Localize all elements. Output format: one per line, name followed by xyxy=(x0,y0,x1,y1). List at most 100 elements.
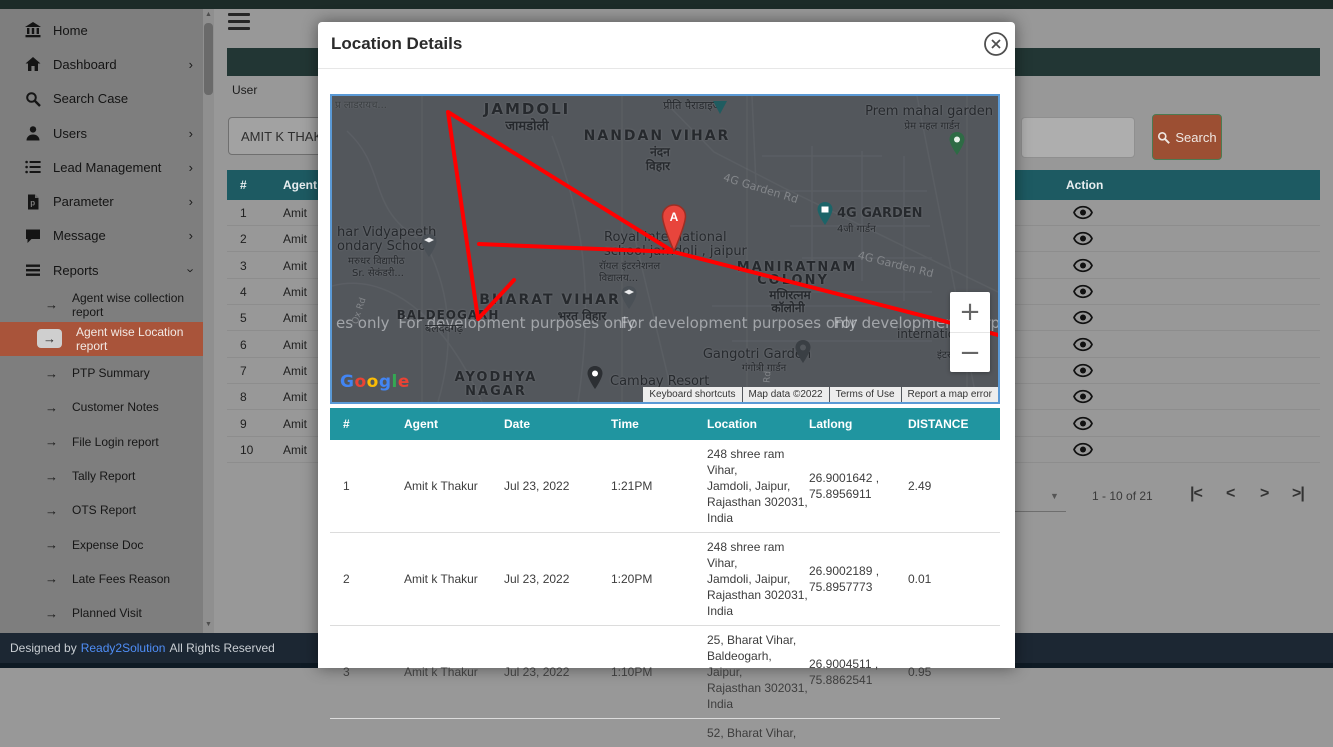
sidebar-item-tally-report[interactable]: → Tally Report xyxy=(0,459,203,493)
sidebar-item-users[interactable]: Users › xyxy=(0,116,203,150)
map-label-prem-mahal-garden: Prem mahal garden xyxy=(865,104,993,119)
arrow-right-icon: → xyxy=(45,399,58,415)
view-location-icon[interactable] xyxy=(1073,389,1093,404)
view-location-icon[interactable] xyxy=(1073,363,1093,378)
sidebar-sublabel: Agent wise Location report xyxy=(76,324,184,353)
location-row: 1 Amit k Thakur Jul 23, 2022 1:21PM 248 … xyxy=(330,440,1000,533)
sidebar-item-reports[interactable]: Reports › xyxy=(0,253,203,287)
map-label-royal-school: Royal international xyxy=(604,230,727,245)
row-agent: Amit xyxy=(283,417,307,431)
zoom-out-button[interactable]: − xyxy=(950,332,990,372)
view-location-icon[interactable] xyxy=(1073,442,1093,457)
arrow-right-icon: → xyxy=(45,502,58,518)
filter-input[interactable] xyxy=(1021,117,1135,158)
sidebar-item-parameter[interactable]: p Parameter › xyxy=(0,184,203,218)
map-label: जामडोली xyxy=(505,119,549,134)
chevron-right-icon: › xyxy=(188,194,193,210)
marker-a-icon[interactable]: A xyxy=(659,204,689,252)
col-action: Action xyxy=(1066,178,1104,192)
sidebar-item-agent-wise-location-report[interactable]: → Agent wise Location report xyxy=(0,321,203,356)
last-page-button[interactable]: >| xyxy=(1292,485,1305,502)
search-button[interactable]: Search xyxy=(1152,114,1222,160)
map-label-vidyapeeth: har Vidyapeeth xyxy=(337,225,437,240)
location-row: 52, Bharat Vihar, xyxy=(330,719,1000,747)
view-location-icon[interactable] xyxy=(1073,416,1093,431)
search-button-label: Search xyxy=(1175,129,1217,145)
arrow-right-icon: → xyxy=(37,329,62,349)
user-field-label: User xyxy=(232,83,258,97)
map-label: रॉयल इंटरनेशनल xyxy=(599,261,661,272)
close-icon[interactable] xyxy=(983,31,1009,57)
row-index: 4 xyxy=(240,285,247,299)
view-location-icon[interactable] xyxy=(1073,337,1093,352)
school-pin-icon xyxy=(421,234,437,257)
sidebar-item-search-case[interactable]: Search Case xyxy=(0,82,203,116)
row-index: 9 xyxy=(240,417,247,431)
prev-page-button[interactable]: < xyxy=(1226,485,1235,502)
row-agent: Amit xyxy=(283,443,307,457)
row-index: 1 xyxy=(240,206,247,220)
page-size-underline xyxy=(994,511,1066,512)
cell-location: 248 shree ram Vihar, Jamdoli, Jaipur, Raj… xyxy=(707,540,808,618)
map-label: NAGAR xyxy=(465,384,527,399)
first-page-button[interactable]: |< xyxy=(1190,485,1203,502)
view-location-icon[interactable] xyxy=(1073,205,1093,220)
col-index: # xyxy=(343,417,350,431)
sidebar-item-lead-management[interactable]: Lead Management › xyxy=(0,150,203,184)
cell-latlong: 26.9002189 , 75.8957773 xyxy=(809,564,880,594)
sidebar-item-late-fees-reason[interactable]: → Late Fees Reason xyxy=(0,562,203,596)
footer-rights: All Rights Reserved xyxy=(169,641,275,655)
col-latlong: Latlong xyxy=(809,417,853,431)
pagination: 10 ▼ 1 - 10 of 21 |< < > >| xyxy=(994,481,1324,521)
user-select-value: AMIT K THAKUR xyxy=(241,128,341,144)
map-label: विहार xyxy=(645,159,671,173)
sidebar-scrollbar[interactable]: ▲ ▼ xyxy=(203,9,214,633)
terms-of-use-link[interactable]: Terms of Use xyxy=(829,387,901,402)
scroll-down-icon[interactable]: ▼ xyxy=(205,621,212,628)
view-location-icon[interactable] xyxy=(1073,231,1093,246)
view-location-icon[interactable] xyxy=(1073,258,1093,273)
scrollbar-thumb[interactable] xyxy=(204,23,213,95)
zoom-in-button[interactable]: + xyxy=(959,297,981,327)
keyboard-shortcuts-link[interactable]: Keyboard shortcuts xyxy=(643,387,742,402)
sidebar-item-planned-visit[interactable]: → Planned Visit xyxy=(0,596,203,630)
next-page-button[interactable]: > xyxy=(1260,485,1269,502)
map-label: 4जी गार्डन xyxy=(837,224,876,235)
sidebar-item-dashboard[interactable]: Dashboard › xyxy=(0,47,203,81)
map-label-ayodhya-nagar: AYODHYA xyxy=(454,370,538,385)
report-map-error-link[interactable]: Report a map error xyxy=(901,387,998,402)
sidebar-item-message[interactable]: Message › xyxy=(0,219,203,253)
sidebar-label: Reports xyxy=(53,262,99,278)
view-location-icon[interactable] xyxy=(1073,310,1093,325)
svg-text:A: A xyxy=(670,210,679,224)
location-details-modal: Location Details xyxy=(318,22,1015,740)
map-label: कॉलोनी xyxy=(771,301,805,315)
4g-garden-pin-icon xyxy=(817,202,833,225)
sidebar-item-expense-doc[interactable]: → Expense Doc xyxy=(0,527,203,561)
row-agent: Amit xyxy=(283,364,307,378)
arrow-right-icon: → xyxy=(45,571,58,587)
arrow-right-icon: → xyxy=(45,365,58,381)
google-map[interactable]: प्र लाडरायच... JAMDOLI जामडोली NANDAN VI… xyxy=(330,94,1000,404)
cell-agent: Amit k Thakur xyxy=(404,665,478,679)
sidebar-item-home[interactable]: Home xyxy=(0,13,203,47)
scroll-up-icon[interactable]: ▲ xyxy=(205,11,212,18)
sidebar-item-file-login-report[interactable]: → File Login report xyxy=(0,425,203,459)
cell-distance: 2.49 xyxy=(908,479,932,493)
cell-date: Jul 23, 2022 xyxy=(504,479,570,493)
sidebar-item-customer-notes[interactable]: → Customer Notes xyxy=(0,390,203,424)
sidebar-label: Search Case xyxy=(53,91,129,107)
cell-time: 1:21PM xyxy=(611,479,653,493)
sidebar-item-ots-report[interactable]: → OTS Report xyxy=(0,493,203,527)
map-label-4g-garden: 4G GARDEN xyxy=(837,206,923,221)
modal-title: Location Details xyxy=(331,34,463,53)
chevron-right-icon: › xyxy=(188,159,193,175)
footer-brand-link[interactable]: Ready2Solution xyxy=(80,641,166,655)
view-location-icon[interactable] xyxy=(1073,284,1093,299)
sidebar-item-agent-wise-collection-report[interactable]: → Agent wise collection report xyxy=(0,287,203,321)
chevron-right-icon: › xyxy=(188,228,193,244)
row-agent: Amit xyxy=(283,285,307,299)
menu-toggle-icon[interactable] xyxy=(228,13,250,30)
sidebar-item-ptp-summary[interactable]: → PTP Summary xyxy=(0,356,203,390)
arrow-right-icon: → xyxy=(45,605,58,621)
